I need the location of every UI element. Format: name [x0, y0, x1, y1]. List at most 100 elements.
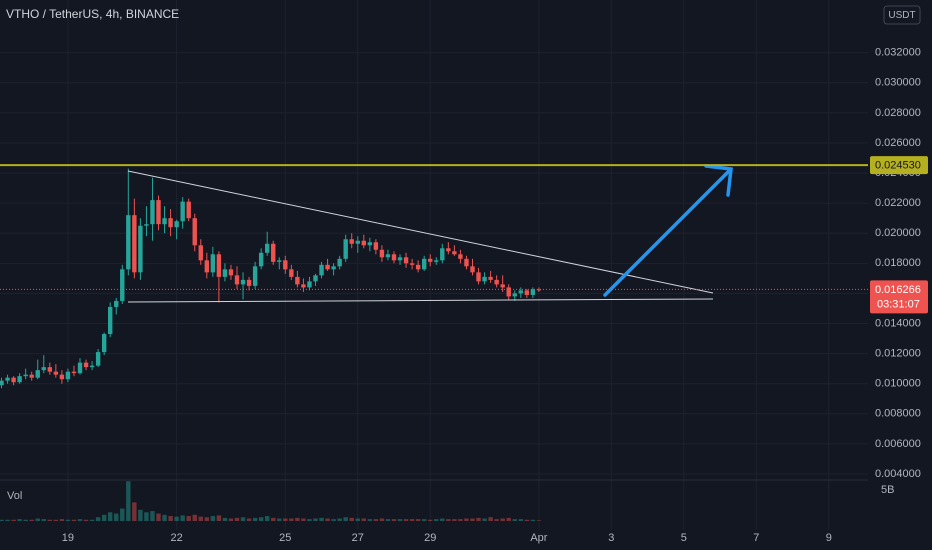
y-tick-label: 0.014000	[875, 317, 921, 329]
marks	[0, 168, 542, 521]
y-tick-label: 0.004000	[875, 468, 921, 480]
volume-bar	[59, 519, 65, 521]
volume-bar	[458, 519, 463, 521]
candle-body	[506, 287, 511, 297]
volume-bar	[204, 517, 210, 521]
candle-body	[107, 306, 113, 335]
volume-bar	[228, 518, 234, 521]
candle-body	[530, 289, 536, 295]
volume-bar	[518, 519, 523, 521]
y-tick-label: 0.008000	[875, 408, 921, 420]
candle-body	[337, 258, 342, 267]
candle-body	[144, 224, 149, 226]
volume-bar	[234, 517, 240, 521]
candle-body	[361, 240, 367, 246]
candle-body	[47, 367, 53, 372]
volume-bar	[355, 518, 360, 521]
volume-bar	[373, 519, 379, 521]
candle-body	[421, 258, 427, 270]
volume-bar	[65, 519, 71, 521]
volume-bar	[240, 517, 246, 521]
y-tick-label: 0.022000	[875, 197, 921, 209]
volume-label: Vol	[7, 490, 22, 502]
candle-body	[180, 201, 185, 222]
volume-bar	[77, 519, 83, 521]
candle-body	[385, 254, 391, 258]
candle-body	[331, 266, 336, 270]
candle-body	[228, 269, 234, 276]
candle-body	[452, 251, 457, 255]
candle-body	[120, 269, 125, 301]
candle-body	[234, 275, 240, 285]
volume-bar	[506, 517, 511, 521]
y-tick-label: 0.020000	[875, 227, 921, 239]
candle-body	[17, 376, 22, 383]
y-tick-label: 0.030000	[875, 77, 921, 89]
candle-body	[343, 239, 348, 259]
candle-body	[283, 260, 288, 270]
volume-bar	[494, 519, 499, 521]
candle-body	[434, 260, 439, 262]
candle-body	[5, 377, 10, 381]
chart-title: VTHO / TetherUS, 4h, BINANCE	[6, 7, 179, 21]
volume-bar	[35, 518, 40, 521]
volume-bar	[421, 519, 427, 521]
y-tick-label: 0.006000	[875, 438, 921, 450]
candle-body	[440, 248, 445, 261]
volume-bar	[277, 518, 282, 521]
volume-bar	[162, 514, 167, 521]
y-tick-label: 0.018000	[875, 257, 921, 269]
volume-bar	[295, 517, 300, 521]
volume-bar	[530, 519, 536, 521]
volume-bar	[144, 512, 149, 521]
volume-bar	[180, 515, 185, 521]
volume-bar	[283, 518, 288, 521]
x-tick-label: 22	[170, 532, 182, 544]
volume-bar	[156, 513, 161, 521]
volume-bar	[289, 518, 294, 521]
volume-bar	[120, 508, 125, 521]
volume-bar	[482, 518, 487, 521]
x-tick-label: 29	[424, 532, 436, 544]
candle-body	[0, 380, 4, 386]
volume-bar	[17, 519, 22, 521]
arrow	[603, 164, 733, 297]
volume-bar	[126, 481, 131, 521]
volume-bar	[403, 519, 409, 521]
candle-body	[150, 200, 155, 225]
candle-body	[379, 249, 385, 258]
volume-bar	[89, 519, 95, 521]
candle-body	[446, 248, 451, 252]
volume-bar	[11, 519, 16, 521]
volume-bar	[446, 519, 451, 521]
arrow-shaft	[603, 168, 732, 297]
volume-bar	[23, 519, 28, 521]
volume-bar	[512, 519, 517, 521]
candle-body	[264, 243, 270, 253]
volume-bar	[186, 516, 191, 521]
volume-bar	[210, 516, 216, 521]
volume-bar	[192, 514, 197, 521]
candle-body	[168, 218, 173, 228]
candle-body	[53, 371, 59, 375]
overlay: 0.004000 0.006000 0.008000 0.010000 0.012000…	[0, 47, 928, 544]
volume-bar	[29, 519, 34, 521]
candle-body	[319, 264, 324, 276]
candle-body	[313, 275, 318, 282]
candle-body	[192, 218, 197, 246]
candle-body	[470, 266, 475, 273]
volume-bar	[107, 512, 113, 521]
countdown-label: 03:31:07	[877, 298, 920, 310]
volume-bar	[252, 517, 258, 521]
volume-bar	[488, 517, 493, 521]
grid	[0, 0, 868, 530]
volume-bar	[500, 518, 505, 521]
candle-body	[35, 370, 40, 378]
volume-bar	[343, 517, 348, 521]
last-price-label: 0.016266	[875, 284, 921, 296]
x-tick-label: 9	[826, 532, 832, 544]
candle-body	[138, 225, 143, 273]
volume-bar	[331, 519, 336, 521]
candle-body	[476, 272, 481, 282]
